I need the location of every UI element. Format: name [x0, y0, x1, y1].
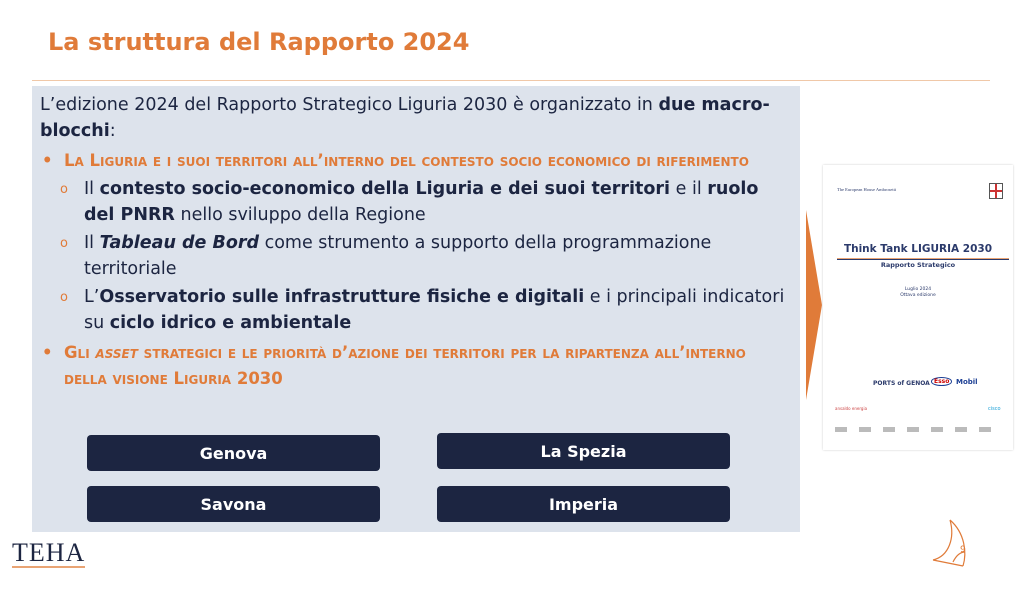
page-title: La struttura del Rapporto 2024: [48, 28, 470, 56]
arrow-right-icon: [806, 210, 822, 400]
sponsor-logo: PORTS of GENOA: [873, 380, 930, 387]
sponsor-logos-row: [835, 427, 1000, 432]
teha-logo: TEHA: [12, 538, 86, 568]
sailboat-icon: [932, 519, 966, 567]
report-cover-thumbnail: The European House Ambrosetti Think Tank…: [823, 165, 1013, 450]
sponsor-logo: ansaldo energia: [835, 406, 868, 411]
report-title: Think Tank LIGURIA 2030: [843, 243, 993, 255]
page-number: 9: [960, 545, 966, 555]
report-subtitle: Rapporto Strategico: [880, 261, 956, 269]
la-spezia-button[interactable]: La Spezia: [437, 433, 730, 469]
sponsor-logo: cisco: [988, 406, 1001, 412]
list-item: Il Tableau de Bord come strumento a supp…: [40, 230, 790, 282]
sponsor-logo: Esso: [931, 377, 953, 386]
region-crest-icon: [989, 183, 1003, 199]
report-date: Luglio 2024 Ottava edizione: [900, 287, 936, 298]
sponsor-logo: Mobil: [956, 378, 978, 386]
savona-button[interactable]: Savona: [87, 486, 380, 522]
block1-heading: La Liguria e i suoi territori all’intern…: [40, 148, 790, 174]
block2-heading: Gli asset strategici e le priorità d’azi…: [40, 340, 790, 392]
title-divider: [32, 80, 990, 81]
content-text: L’edizione 2024 del Rapporto Strategico …: [40, 92, 790, 392]
report-title-rule: [837, 258, 1009, 260]
intro-text: L’edizione 2024 del Rapporto Strategico …: [40, 95, 770, 141]
list-item: L’Osservatorio sulle infrastrutture fisi…: [40, 284, 790, 336]
imperia-button[interactable]: Imperia: [437, 486, 730, 522]
genova-button[interactable]: Genova: [87, 435, 380, 471]
list-item: Il contesto socio-economico della Liguri…: [40, 176, 790, 228]
publisher-logo: The European House Ambrosetti: [837, 187, 897, 192]
